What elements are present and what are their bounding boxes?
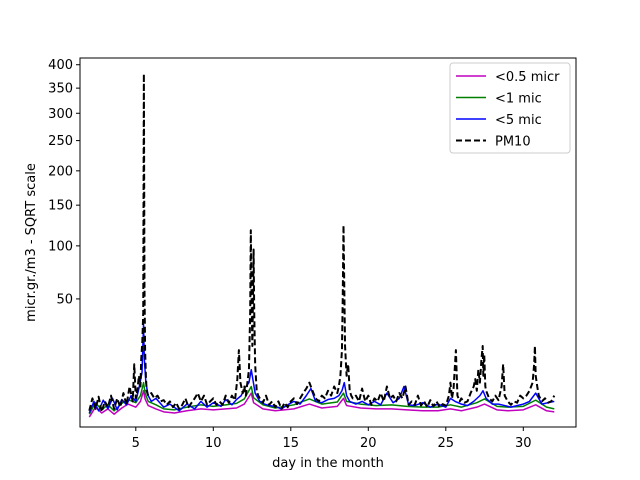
y-tick-label: 400	[48, 58, 73, 73]
series-line-2	[88, 323, 555, 414]
y-axis-label: micr.gr./m3 - SQRT scale	[24, 163, 39, 322]
x-tick-label: 10	[205, 436, 222, 451]
series-line-3	[88, 72, 556, 413]
axes-frame	[79, 57, 577, 428]
legend-label-0: <0.5 micr	[495, 70, 560, 85]
x-axis-label: day in the month	[272, 456, 384, 471]
y-tick-label: 50	[56, 292, 73, 307]
x-axis-ticks: 5 10 15 20 25 30	[132, 427, 532, 451]
x-tick-label: 25	[438, 436, 455, 451]
x-tick-label: 20	[360, 436, 377, 451]
legend: <0.5 micr <1 mic <5 mic PM10	[449, 62, 571, 154]
y-tick-label: 100	[48, 239, 73, 254]
legend-label-1: <1 mic	[495, 92, 542, 107]
y-tick-label: 150	[48, 199, 73, 214]
plot-lines	[88, 72, 556, 418]
y-tick-label: 250	[48, 134, 73, 149]
y-axis-ticks: 50 100 150 200 250 300 350 400	[48, 58, 80, 307]
x-tick-label: 5	[132, 436, 140, 451]
legend-label-2: <5 mic	[495, 113, 542, 128]
legend-box	[449, 62, 571, 154]
y-tick-label: 300	[48, 107, 73, 122]
x-tick-label: 15	[283, 436, 300, 451]
series-line-0	[88, 390, 555, 418]
legend-label-3: PM10	[495, 135, 531, 150]
y-tick-label: 200	[48, 164, 73, 179]
x-tick-label: 30	[515, 436, 532, 451]
y-tick-label: 350	[48, 82, 73, 97]
